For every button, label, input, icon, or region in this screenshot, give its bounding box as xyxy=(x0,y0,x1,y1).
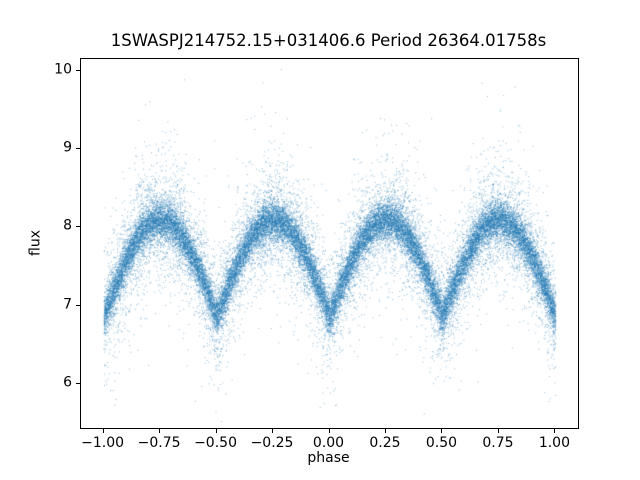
y-tick-label: 8 xyxy=(63,217,72,234)
x-tick-label: −0.50 xyxy=(194,435,237,451)
y-tick-mark xyxy=(76,69,80,71)
y-tick-label: 6 xyxy=(63,374,72,391)
x-tick-mark xyxy=(497,429,499,433)
y-axis-label: flux xyxy=(27,230,44,256)
x-tick-label: 0.75 xyxy=(482,435,514,451)
x-tick-label: −0.75 xyxy=(137,435,181,451)
x-tick-label: −1.00 xyxy=(81,435,125,451)
x-tick-mark xyxy=(159,429,161,433)
plot-area xyxy=(80,58,579,429)
x-tick-label: 0.50 xyxy=(425,435,458,451)
y-tick-mark xyxy=(76,304,80,306)
y-tick-label: 10 xyxy=(54,61,72,78)
x-axis-label: phase xyxy=(307,450,350,466)
x-tick-mark xyxy=(384,429,386,433)
x-tick-label: −0.25 xyxy=(250,435,294,451)
x-tick-mark xyxy=(272,429,274,433)
y-tick-label: 9 xyxy=(63,139,72,156)
x-tick-mark xyxy=(102,429,104,433)
y-tick-mark xyxy=(76,226,80,228)
x-tick-label: 1.00 xyxy=(538,435,570,451)
y-tick-mark xyxy=(76,148,80,150)
x-tick-mark xyxy=(554,429,556,433)
x-tick-label: 0.00 xyxy=(312,435,345,451)
x-tick-label: 0.25 xyxy=(369,435,401,451)
y-tick-mark xyxy=(76,383,80,385)
chart-title: 1SWASPJ214752.15+031406.6 Period 26364.0… xyxy=(110,31,547,50)
x-tick-mark xyxy=(215,429,217,433)
x-tick-mark xyxy=(441,429,443,433)
y-tick-label: 7 xyxy=(63,296,72,313)
scatter-canvas xyxy=(81,59,578,428)
x-tick-mark xyxy=(328,429,330,433)
